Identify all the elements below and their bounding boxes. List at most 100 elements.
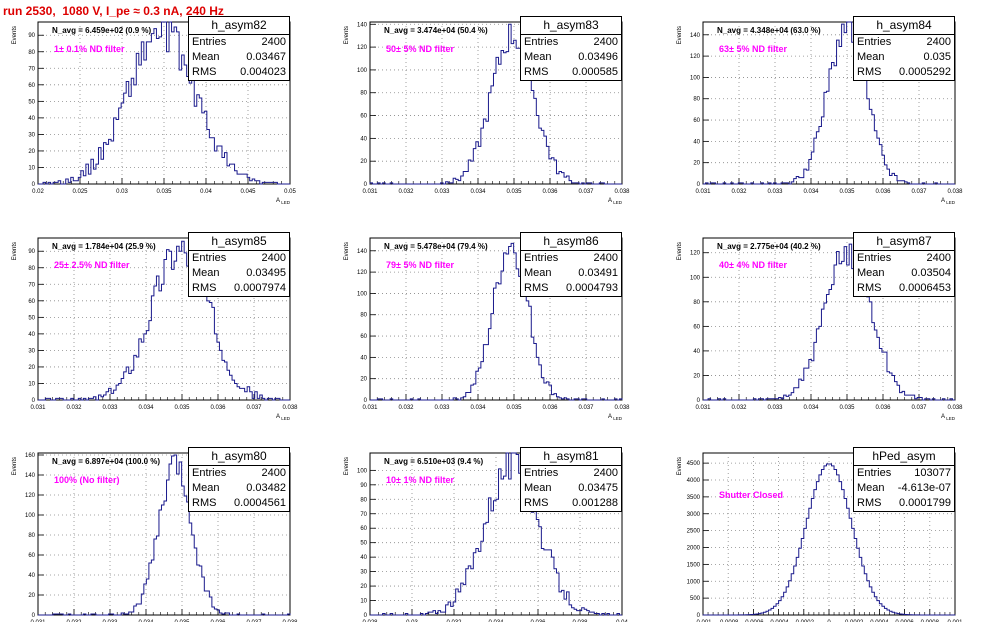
y-tick-label: 2500 bbox=[687, 529, 701, 535]
x-axis-label: A LED bbox=[608, 414, 623, 421]
x-tick-label: 0.034 bbox=[470, 189, 486, 195]
stats-label: Mean bbox=[192, 482, 220, 494]
x-tick-label: 0.035 bbox=[506, 189, 522, 195]
y-tick-label: 140 bbox=[25, 473, 36, 479]
x-tick-label: 0.037 bbox=[246, 405, 262, 411]
x-tick-label: 0.038 bbox=[947, 189, 963, 195]
y-tick-label: 40 bbox=[28, 573, 35, 579]
stats-box-h_asym83: h_asym83 Entries 2400 Mean 0.03496 RMS 0.00058… bbox=[520, 16, 622, 81]
y-axis-label: Events bbox=[12, 457, 18, 475]
y-tick-label: 90 bbox=[360, 483, 367, 489]
stats-label: Mean bbox=[192, 51, 220, 63]
y-tick-label: 80 bbox=[28, 50, 35, 56]
stats-row-mean: Mean 0.03504 bbox=[854, 266, 954, 281]
stats-row-mean: Mean 0.03475 bbox=[521, 481, 621, 496]
stats-label: RMS bbox=[192, 282, 217, 294]
stats-value: -4.613e-07 bbox=[897, 482, 951, 494]
y-axis-label: Events bbox=[344, 457, 350, 475]
stats-value: 2400 bbox=[593, 252, 618, 264]
stats-value: 0.0004561 bbox=[234, 497, 286, 509]
x-tick-label: 0.0004 bbox=[870, 620, 889, 622]
y-tick-label: 40 bbox=[693, 139, 700, 145]
stats-value: 0.03467 bbox=[246, 51, 286, 63]
stats-box-hPed_asym: hPed_asym Entries 103077 Mean -4.613e-07 RMS 0… bbox=[853, 447, 955, 512]
stats-row-mean: Mean 0.03496 bbox=[521, 50, 621, 65]
y-tick-label: 60 bbox=[360, 114, 367, 120]
x-tick-label: 0.038 bbox=[614, 405, 630, 411]
stats-row-mean: Mean 0.03495 bbox=[189, 266, 289, 281]
x-tick-label: 0.035 bbox=[174, 405, 190, 411]
x-tick-label: 0.032 bbox=[66, 620, 82, 622]
stats-box-h_asym87: h_asym87 Entries 2400 Mean 0.03504 RMS 0.00064… bbox=[853, 232, 955, 297]
y-tick-label: 0 bbox=[32, 182, 36, 188]
n-avg-annotation: N_avg = 4.348e+04 (63.0 %) bbox=[717, 26, 821, 35]
stats-row-entries: Entries 2400 bbox=[854, 35, 954, 50]
stats-value: 2400 bbox=[261, 252, 286, 264]
stats-label: Entries bbox=[192, 36, 227, 48]
y-tick-label: 4500 bbox=[687, 461, 701, 467]
x-tick-label: 0.035 bbox=[839, 405, 855, 411]
y-tick-label: 1000 bbox=[687, 579, 701, 585]
x-tick-label: 0.038 bbox=[282, 620, 298, 622]
y-tick-label: 40 bbox=[360, 555, 367, 561]
stats-box-title: h_asym83 bbox=[521, 17, 621, 35]
y-tick-label: 80 bbox=[360, 497, 367, 503]
x-tick-label: 0.032 bbox=[446, 620, 462, 622]
x-tick-label: 0.038 bbox=[614, 189, 630, 195]
y-tick-label: 50 bbox=[360, 541, 367, 547]
x-tick-label: 0.025 bbox=[72, 189, 88, 195]
x-tick-label: 0.037 bbox=[246, 620, 262, 622]
stats-value: 0.03475 bbox=[578, 482, 618, 494]
x-tick-label: 0.04 bbox=[616, 620, 628, 622]
stats-row-rms: RMS 0.001288 bbox=[521, 496, 621, 511]
stats-row-mean: Mean 0.03491 bbox=[521, 266, 621, 281]
stats-value: 2400 bbox=[261, 467, 286, 479]
y-tick-label: 90 bbox=[28, 249, 35, 255]
stats-label: Entries bbox=[192, 467, 227, 479]
x-tick-label: 0.031 bbox=[695, 189, 711, 195]
x-tick-label: 0.0006 bbox=[895, 620, 914, 622]
filter-annotation: 50± 5% ND filter bbox=[386, 44, 454, 54]
x-tick-label: 0.03 bbox=[116, 189, 128, 195]
y-tick-label: 10 bbox=[360, 599, 367, 605]
y-axis-label: Events bbox=[12, 242, 18, 260]
stats-value: 103077 bbox=[914, 467, 951, 479]
n-avg-annotation: N_avg = 6.459e+02 (0.9 %) bbox=[52, 26, 152, 35]
stats-box-title: h_asym80 bbox=[189, 448, 289, 466]
x-tick-label: 0.036 bbox=[875, 405, 891, 411]
stats-box-title: h_asym84 bbox=[854, 17, 954, 35]
n-avg-annotation: N_avg = 3.474e+04 (50.4 %) bbox=[384, 26, 488, 35]
y-tick-label: 20 bbox=[28, 365, 35, 371]
histogram-series-h_asym85 bbox=[38, 240, 290, 401]
y-tick-label: 120 bbox=[690, 54, 701, 60]
stats-label: RMS bbox=[857, 497, 882, 509]
stats-row-entries: Entries 2400 bbox=[189, 35, 289, 50]
stats-label: RMS bbox=[524, 282, 549, 294]
x-tick-label: 0.02 bbox=[32, 189, 44, 195]
stats-row-entries: Entries 2400 bbox=[521, 466, 621, 481]
filter-annotation: 100% (No filter) bbox=[54, 475, 120, 485]
stats-label: Mean bbox=[857, 51, 885, 63]
y-tick-label: 80 bbox=[28, 266, 35, 272]
y-axis-label: Events bbox=[677, 457, 683, 475]
x-tick-label: 0.031 bbox=[362, 405, 378, 411]
x-axis-label: A LED bbox=[276, 198, 291, 205]
stats-box-title: h_asym87 bbox=[854, 233, 954, 251]
y-tick-label: 30 bbox=[28, 348, 35, 354]
x-tick-label: 0.031 bbox=[362, 189, 378, 195]
stats-row-rms: RMS 0.0004561 bbox=[189, 496, 289, 511]
x-tick-label: -0.0006 bbox=[743, 620, 764, 622]
stats-box-h_asym80: h_asym80 Entries 2400 Mean 0.03482 RMS 0.00045… bbox=[188, 447, 290, 512]
x-tick-label: 0.036 bbox=[875, 189, 891, 195]
y-tick-label: 2000 bbox=[687, 546, 701, 552]
stats-row-rms: RMS 0.000585 bbox=[521, 65, 621, 80]
x-tick-label: 0.035 bbox=[156, 189, 172, 195]
stats-value: 0.000585 bbox=[572, 66, 618, 78]
histogram-series-h_asym80 bbox=[38, 454, 291, 616]
x-tick-label: 0.034 bbox=[488, 620, 504, 622]
filter-annotation: 63± 5% ND filter bbox=[719, 44, 787, 54]
y-axis-label: Events bbox=[677, 242, 683, 260]
x-tick-label: 0.034 bbox=[803, 405, 819, 411]
